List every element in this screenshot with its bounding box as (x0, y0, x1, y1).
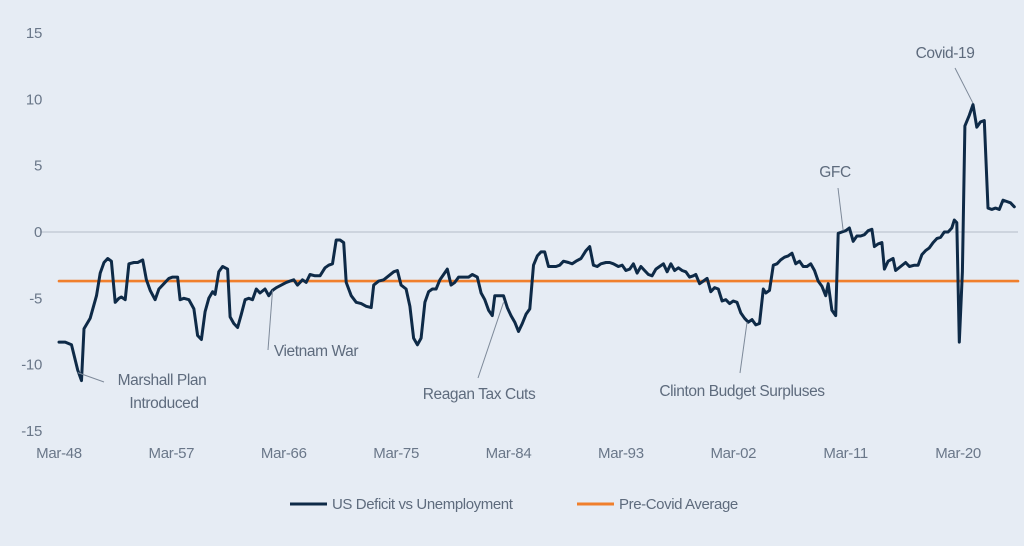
x-tick-label: Mar-57 (149, 445, 195, 462)
y-tick-label: 5 (34, 158, 42, 175)
y-tick-label: 15 (26, 25, 42, 42)
x-tick-label: Mar-93 (598, 445, 644, 462)
x-tick-label: Mar-66 (261, 445, 307, 462)
x-tick-label: Mar-75 (373, 445, 419, 462)
annotation-label: GFC (819, 164, 851, 181)
y-tick-label: 0 (34, 224, 42, 241)
legend: US Deficit vs Unemployment Pre-Covid Aver… (290, 496, 738, 513)
y-tick-label: -15 (21, 423, 42, 440)
x-tick-label: Mar-11 (823, 445, 868, 462)
annotation-leader-line (837, 187, 844, 231)
annotation-leader-line (77, 372, 105, 383)
y-tick-label: -10 (21, 357, 42, 374)
annotation-leader-line (267, 290, 274, 351)
annotation-label: Clinton Budget Surpluses (659, 383, 825, 400)
annotations: Marshall Plan Introduced Vietnam War Reagan… (77, 45, 975, 412)
annotation-label: Vietnam War (274, 343, 359, 360)
series-line-us-deficit (57, 103, 1016, 383)
x-tick-label: Mar-84 (486, 445, 532, 462)
legend-label: Pre-Covid Average (619, 496, 738, 513)
y-axis-tick-labels: 15 10 5 0 -5 -10 -15 (21, 25, 42, 440)
legend-label: US Deficit vs Unemployment (332, 496, 514, 513)
y-tick-label: 10 (26, 91, 42, 108)
series-layer (57, 103, 1020, 383)
annotation-leader-line (954, 67, 974, 104)
x-axis-tick-labels: Mar-48 Mar-57 Mar-66 Mar-75 Mar-84 Mar-93 Mar-… (36, 445, 981, 462)
annotation-label: Covid-19 (916, 45, 975, 62)
annotation-label: Reagan Tax Cuts (423, 386, 536, 403)
y-tick-label: -5 (29, 290, 42, 307)
annotation-label: Introduced (129, 395, 198, 412)
x-tick-label: Mar-02 (710, 445, 756, 462)
annotation-label: Marshall Plan (118, 372, 207, 389)
x-tick-label: Mar-48 (36, 445, 82, 462)
annotation-leader-line (739, 322, 748, 374)
annotation-leader-line (477, 302, 505, 379)
x-tick-label: Mar-20 (935, 445, 981, 462)
